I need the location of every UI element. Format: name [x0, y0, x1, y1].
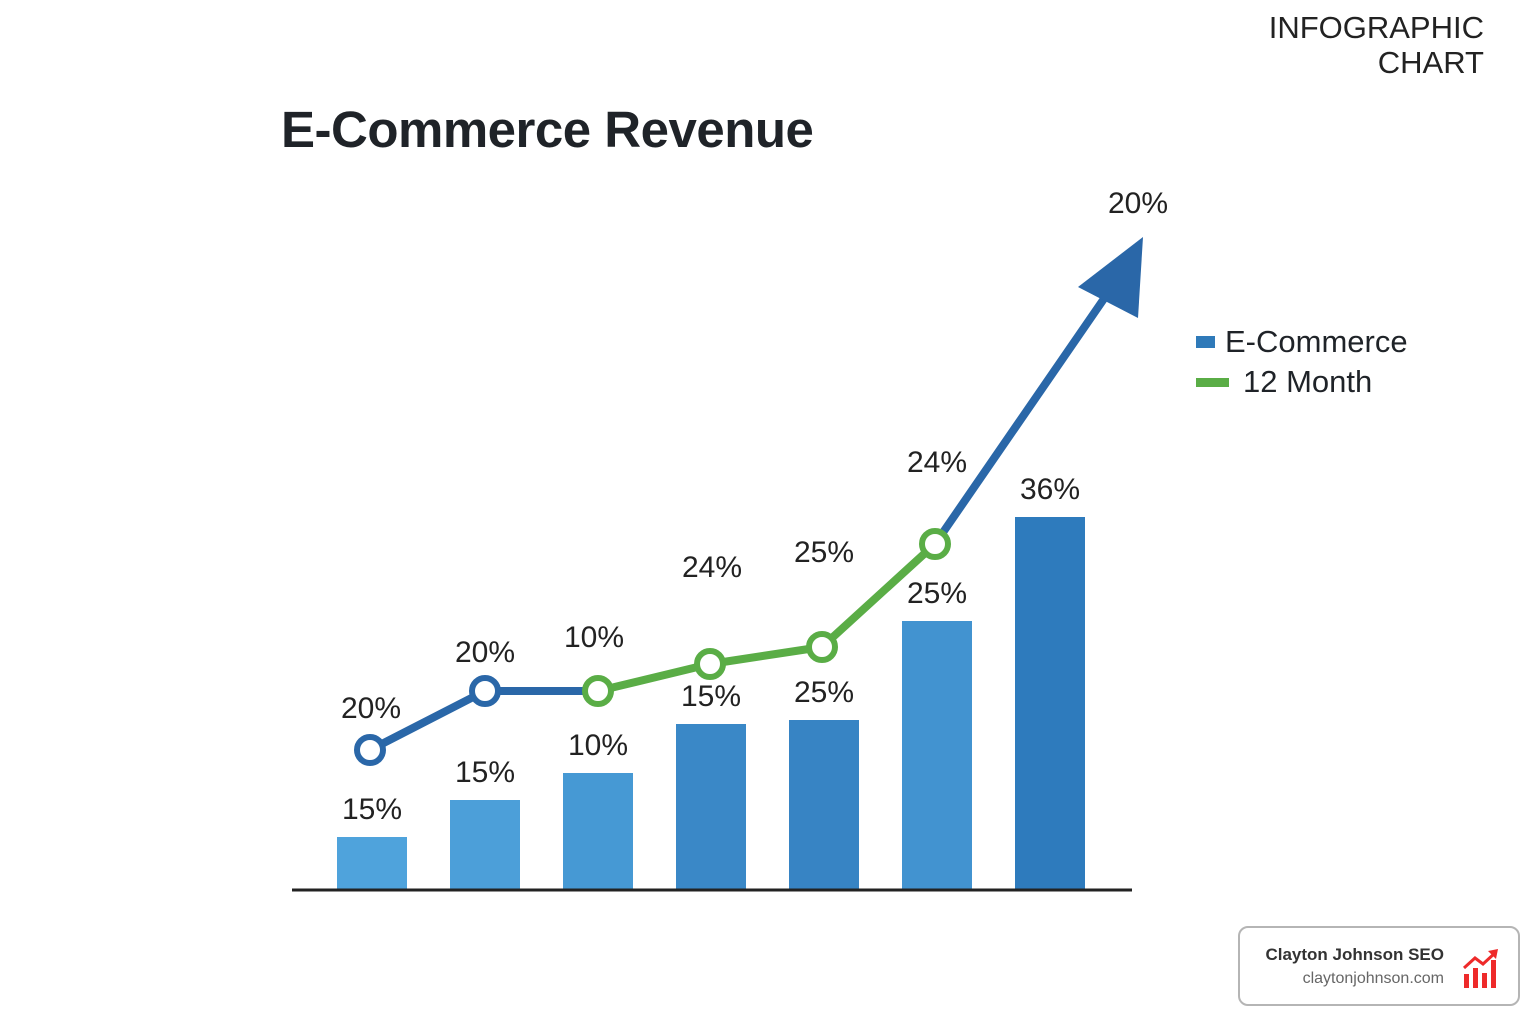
bar-label-6: 25% [907, 577, 967, 610]
bar-label-7: 36% [1020, 473, 1080, 506]
line-label-6: 24% [907, 446, 967, 479]
bar-3 [563, 773, 633, 890]
legend-label-12-month: 12 Month [1243, 364, 1373, 399]
arrow-label: 20% [1108, 187, 1168, 220]
line-label-1: 20% [341, 692, 401, 725]
bar-1 [337, 837, 407, 890]
line-point-6 [919, 528, 951, 560]
legend: E-Commerce 12 Month [1196, 322, 1408, 402]
line-label-3: 10% [564, 621, 624, 654]
bar-label-1: 15% [342, 793, 402, 826]
chart-title: E-Commerce Revenue [281, 101, 814, 158]
line-label-4: 24% [682, 551, 742, 584]
line-point-1 [354, 734, 386, 766]
line-label-5: 25% [794, 536, 854, 569]
corner-label: INFOGRAPHIC CHART [1269, 10, 1484, 80]
brand-badge[interactable]: Clayton Johnson SEO claytonjohnson.com [1238, 926, 1520, 1006]
corner-label-line1: INFOGRAPHIC [1268, 10, 1484, 45]
line-point-5 [806, 631, 838, 663]
line-point-4 [694, 648, 726, 680]
bar-label-2: 15% [455, 756, 515, 789]
bar-4 [676, 724, 746, 890]
corner-label-line2: CHART [1377, 45, 1484, 80]
legend-item-ecommerce: E-Commerce [1196, 322, 1408, 362]
line-label-2: 20% [455, 636, 515, 669]
line-segment-green [597, 541, 938, 695]
bar-label-5: 25% [794, 676, 854, 709]
brand-name: Clayton Johnson SEO [1265, 945, 1444, 964]
rising-bar-chart-icon [1462, 949, 1498, 988]
legend-swatch-ecommerce [1196, 336, 1215, 348]
bar-label-3: 10% [568, 729, 628, 762]
legend-swatch-12-month [1196, 377, 1229, 387]
bar-7 [1015, 517, 1085, 890]
legend-item-12-month: 12 Month [1196, 362, 1408, 402]
bar-2 [450, 800, 520, 890]
line-point-2 [469, 675, 501, 707]
bar-label-4: 15% [681, 680, 741, 713]
bar-5 [789, 720, 859, 890]
line-point-3 [582, 675, 614, 707]
trend-arrow-head [1078, 237, 1143, 318]
bar-6 [902, 621, 972, 890]
legend-label-ecommerce: E-Commerce [1225, 324, 1408, 359]
brand-url[interactable]: claytonjohnson.com [1302, 970, 1444, 987]
trend-arrow-shaft [931, 286, 1114, 548]
